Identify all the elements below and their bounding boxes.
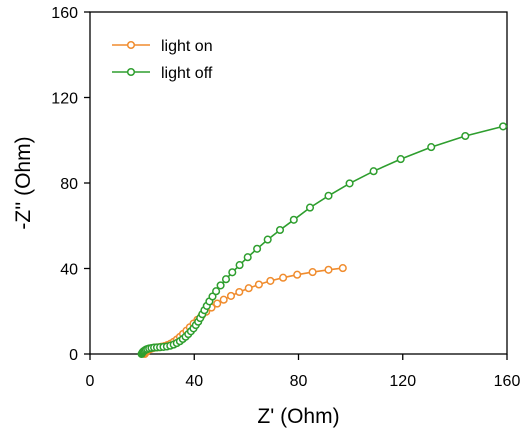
x-axis: 0 40 80 120 160 xyxy=(86,354,521,390)
data-point-light-off xyxy=(228,268,237,277)
data-point-light-on xyxy=(254,280,263,289)
y-tick-label: 160 xyxy=(51,5,78,22)
data-point-light-off xyxy=(427,143,436,152)
x-tick-label: 80 xyxy=(290,373,308,390)
data-point-light-off xyxy=(243,253,252,262)
plot-frame xyxy=(89,11,508,355)
x-tick-label: 120 xyxy=(389,373,416,390)
data-point-light-on xyxy=(235,287,244,297)
data-point-light-on xyxy=(213,299,222,308)
data-point-light-on xyxy=(308,268,317,277)
legend-marker-light-on xyxy=(126,40,136,50)
data-point-light-off xyxy=(305,203,315,212)
data-point-light-off xyxy=(289,215,298,224)
legend-item-light-off: light off xyxy=(112,65,213,82)
data-point-light-on xyxy=(279,273,288,282)
legend-label-light-off: light off xyxy=(161,65,213,82)
data-point-light-on xyxy=(244,284,253,293)
data-point-light-on xyxy=(324,265,333,274)
x-axis-title: Z' (Ohm) xyxy=(257,405,339,428)
data-point-light-off xyxy=(345,179,354,188)
data-point-light-off xyxy=(235,261,244,270)
y-axis: 0 40 80 120 160 xyxy=(51,5,90,364)
series-layer xyxy=(137,122,508,359)
data-point-light-off xyxy=(275,225,285,235)
data-point-light-off xyxy=(216,281,225,290)
y-tick-label: 120 xyxy=(51,91,78,108)
y-tick-label: 80 xyxy=(60,176,78,193)
plot-border xyxy=(89,11,508,355)
data-point-light-on xyxy=(226,291,236,300)
legend-item-light-on: light on xyxy=(112,38,213,55)
data-point-light-off xyxy=(212,287,221,296)
data-point-light-off xyxy=(369,167,378,176)
series-light-off xyxy=(137,122,508,359)
x-tick-label: 160 xyxy=(494,373,521,390)
data-point-light-off xyxy=(396,155,405,164)
x-tick-label: 40 xyxy=(185,373,203,390)
data-point-light-off xyxy=(263,235,272,244)
x-tick-label: 0 xyxy=(86,373,95,390)
data-point-light-off xyxy=(208,292,217,301)
y-tick-label: 0 xyxy=(69,347,78,364)
legend-marker-light-off xyxy=(126,67,136,77)
data-point-light-on xyxy=(293,270,302,279)
data-point-light-off xyxy=(221,275,231,284)
y-tick-label: 40 xyxy=(60,262,78,279)
data-point-light-on xyxy=(219,295,228,304)
data-point-light-on xyxy=(266,276,275,285)
data-point-light-on xyxy=(338,264,347,273)
data-point-light-off xyxy=(499,122,508,131)
data-point-light-off xyxy=(461,131,470,141)
data-point-light-off xyxy=(253,244,262,253)
y-axis-title: -Z'' (Ohm) xyxy=(12,136,35,229)
legend-label-light-on: light on xyxy=(161,38,213,55)
legend: light on light off xyxy=(112,38,213,82)
data-point-light-off xyxy=(324,191,333,200)
